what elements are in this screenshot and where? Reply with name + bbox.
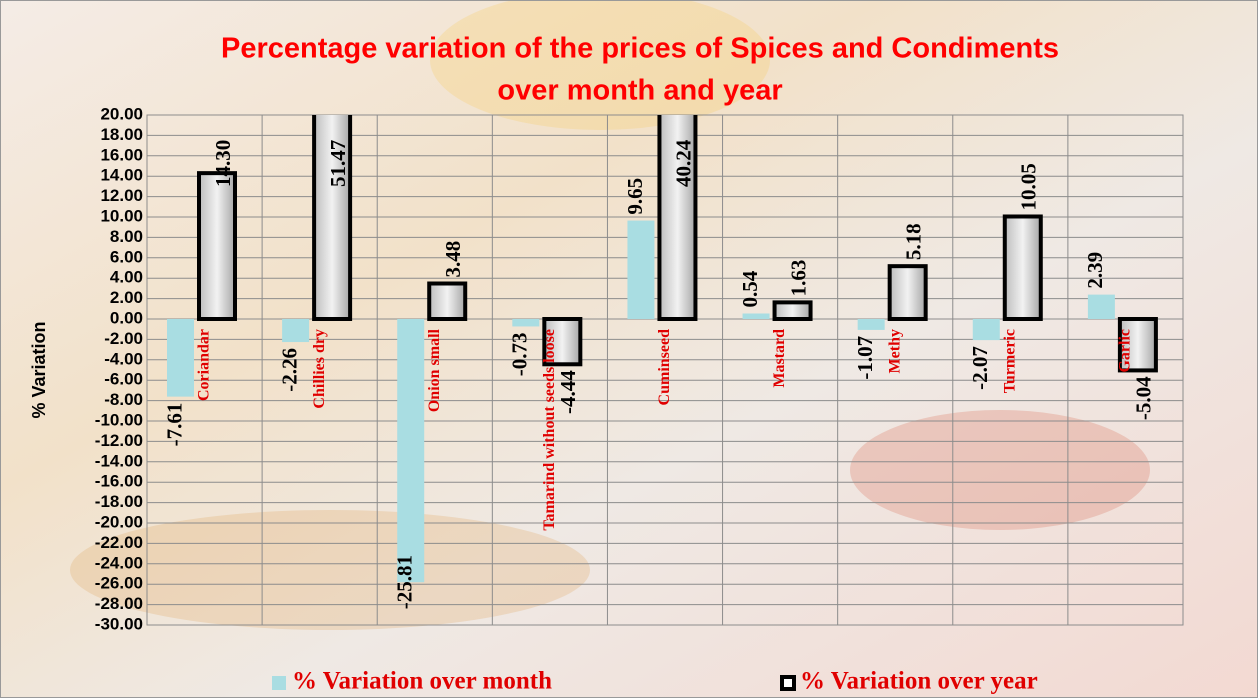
value-label: 0.54 [738,270,762,307]
y-tick-label: -6.00 [104,370,143,389]
bar [312,115,353,322]
y-tick-label: 0.00 [110,308,143,327]
category-label: Turmeric [1001,329,1018,393]
value-label: 3.48 [441,241,465,278]
y-tick-label: -2.00 [104,329,143,348]
bar [197,171,237,321]
category-label: Mastard [771,329,788,388]
background-decor [430,0,770,130]
value-label: -1.07 [853,336,877,380]
y-tick-label: 14.00 [100,166,143,185]
bar [512,319,540,327]
y-tick-label: -16.00 [95,472,143,491]
y-tick-label: -4.00 [104,349,143,368]
y-tick-label: -10.00 [95,410,143,429]
bar [972,319,1000,341]
bar [857,319,885,330]
value-label: 40.24 [671,139,695,187]
background-decor [70,510,590,630]
category-label: Methy [886,329,903,373]
value-label: 14.30 [211,140,235,187]
category-label: Tamarind without seeds loose [541,329,558,531]
y-tick-label: 10.00 [100,206,143,225]
bar [772,300,813,321]
background-decor [850,410,1150,530]
y-tick-label: -24.00 [95,553,143,572]
value-label: -4.44 [556,370,580,414]
category-label: Garlic [1117,329,1134,373]
value-label: 5.18 [901,223,925,260]
bar [542,317,583,367]
bar [1087,294,1115,319]
y-tick-label: -20.00 [95,512,143,531]
legend-label: % Variation over year [800,668,1038,695]
category-label: Coriandar [196,329,213,401]
category-label: Cuminseed [656,329,673,406]
value-label: -5.04 [1132,376,1156,420]
value-label: 2.39 [1083,252,1107,289]
chart-title: Percentage variation of the prices of Sp… [221,33,1059,65]
y-tick-label: 18.00 [100,125,143,144]
legend-swatch [272,676,286,690]
category-label: Onion small [426,328,443,412]
value-label: -2.07 [968,346,992,390]
bar [1002,214,1043,322]
value-label: -7.61 [162,403,186,447]
y-tick-label: -12.00 [95,431,143,450]
value-label: -0.73 [508,332,532,376]
bar [657,115,698,321]
bar [627,220,655,319]
value-label: 10.05 [1017,163,1041,210]
y-tick-label: 6.00 [110,247,143,266]
y-tick-label: 16.00 [100,145,143,164]
y-tick-label: 2.00 [110,288,143,307]
y-tick-label: 20.00 [100,104,143,123]
y-tick-label: -8.00 [104,390,143,409]
bar [427,281,468,321]
y-tick-label: -26.00 [95,574,143,593]
bar [1117,317,1158,373]
y-tick-label: 12.00 [100,186,143,205]
labels: -30.00-28.00-26.00 -24.00-22.00 -20.00-18.… [95,104,1156,694]
legend-label: % Variation over month [292,668,552,695]
y-tick-label: -30.00 [95,614,143,633]
bars [167,115,1158,583]
chart-subtitle: over month and year [497,75,782,107]
value-label: 51.47 [326,140,350,187]
y-tick-label: 8.00 [110,227,143,246]
value-label: -2.26 [277,348,301,392]
value-label: 1.63 [786,260,810,297]
y-tick-label: -18.00 [95,492,143,511]
legend-swatch [780,675,796,691]
bar [887,264,928,321]
y-tick-label: -14.00 [95,451,143,470]
category-label: Chillies dry [311,329,328,409]
value-label: 9.65 [623,178,647,215]
bar [397,319,425,583]
bar [167,319,194,397]
value-label: -25.81 [393,555,417,609]
bar [742,313,770,319]
y-tick-label: -22.00 [95,533,143,552]
y-tick-label: 4.00 [110,268,143,287]
y-tick-label: -28.00 [95,594,143,613]
bar [282,319,310,343]
y-axis-label: % Variation [29,321,49,418]
